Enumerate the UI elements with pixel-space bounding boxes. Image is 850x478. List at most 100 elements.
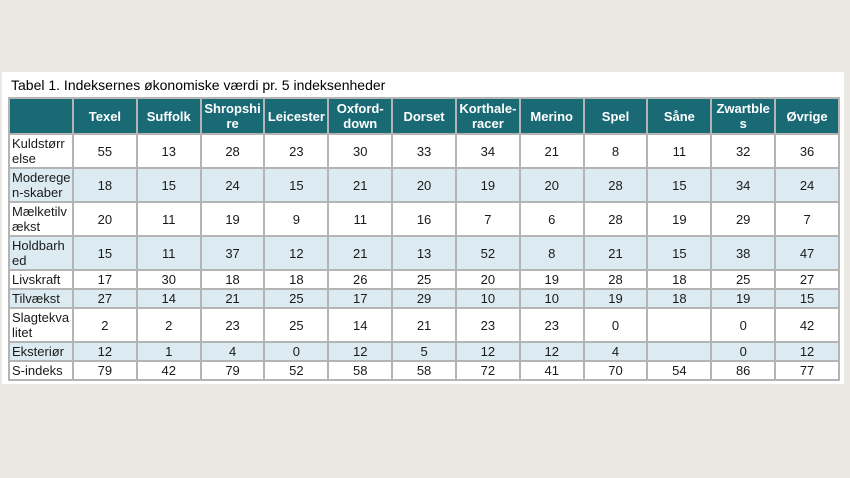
value-cell: 12 (518, 341, 585, 362)
row-label: Mælketilvækst (8, 201, 74, 237)
value-cell (646, 341, 713, 362)
value-cell: 12 (327, 341, 394, 362)
value-cell: 10 (454, 288, 521, 309)
value-cell: 19 (199, 201, 266, 237)
value-cell: 52 (263, 360, 330, 381)
value-cell: 4 (199, 341, 266, 362)
value-cell: 70 (582, 360, 649, 381)
value-cell (646, 307, 713, 343)
value-cell: 8 (518, 235, 585, 271)
value-cell: 19 (582, 288, 649, 309)
header-row: Texel Suffolk Shropshire Leicester Oxford-do… (8, 97, 840, 135)
value-cell: 14 (327, 307, 394, 343)
value-cell: 6 (518, 201, 585, 237)
value-cell: 30 (327, 133, 394, 169)
value-cell: 27 (72, 288, 138, 309)
table-row: Kuldstørrelse 55 13 28 23 30 33 34 21 8 11 32 36 (8, 133, 840, 169)
value-cell: 19 (518, 269, 585, 290)
value-cell: 0 (710, 341, 777, 362)
value-cell: 42 (774, 307, 840, 343)
value-cell: 26 (327, 269, 394, 290)
table-row: S-indeks 79 42 79 52 58 58 72 41 70 54 86 77 (8, 360, 840, 381)
value-cell: 19 (454, 167, 521, 203)
value-cell: 41 (518, 360, 585, 381)
value-cell: 54 (646, 360, 713, 381)
table-row: Moderegen-skaber 18 15 24 15 21 20 19 20 28 15 34 24 (8, 167, 840, 203)
value-cell: 72 (454, 360, 521, 381)
value-cell: 27 (774, 269, 840, 290)
value-cell: 24 (774, 167, 840, 203)
row-label: S-indeks (8, 360, 74, 381)
value-cell: 21 (327, 235, 394, 271)
table-row: Mælketilvækst 20 11 19 9 11 16 7 6 28 19 29 7 (8, 201, 840, 237)
column-header: Øvrige (774, 97, 840, 135)
value-cell: 30 (135, 269, 202, 290)
row-label: Holdbarhed (8, 235, 74, 271)
value-cell: 15 (72, 235, 138, 271)
value-cell: 13 (135, 133, 202, 169)
column-header: Korthale-racer (454, 97, 521, 135)
value-cell: 21 (327, 167, 394, 203)
column-header: Oxford-down (327, 97, 394, 135)
value-cell: 25 (710, 269, 777, 290)
value-cell: 20 (454, 269, 521, 290)
column-header: Zwartbles (710, 97, 777, 135)
value-cell: 28 (582, 167, 649, 203)
value-cell: 21 (518, 133, 585, 169)
row-label: Kuldstørrelse (8, 133, 74, 169)
value-cell: 12 (263, 235, 330, 271)
value-cell: 15 (263, 167, 330, 203)
value-cell: 28 (199, 133, 266, 169)
table-row: Tilvækst 27 14 21 25 17 29 10 10 19 18 19 15 (8, 288, 840, 309)
value-cell: 2 (72, 307, 138, 343)
table-panel: Tabel 1. Indeksernes økonomiske værdi pr… (2, 72, 844, 384)
value-cell: 17 (72, 269, 138, 290)
value-cell: 15 (135, 167, 202, 203)
value-cell: 11 (135, 201, 202, 237)
row-label: Livskraft (8, 269, 74, 290)
value-cell: 52 (454, 235, 521, 271)
value-cell: 33 (391, 133, 457, 169)
value-cell: 23 (454, 307, 521, 343)
value-cell: 86 (710, 360, 777, 381)
value-cell: 15 (646, 167, 713, 203)
column-header: Dorset (391, 97, 457, 135)
value-cell: 28 (582, 201, 649, 237)
value-cell: 23 (199, 307, 266, 343)
value-cell: 10 (518, 288, 585, 309)
value-cell: 79 (199, 360, 266, 381)
value-cell: 11 (327, 201, 394, 237)
value-cell: 12 (774, 341, 840, 362)
value-cell: 12 (72, 341, 138, 362)
value-cell: 19 (646, 201, 713, 237)
value-cell: 25 (263, 307, 330, 343)
value-cell: 58 (391, 360, 457, 381)
table-row: Holdbarhed 15 11 37 12 21 13 52 8 21 15 38 47 (8, 235, 840, 271)
table-row: Eksteriør 12 1 4 0 12 5 12 12 4 0 12 (8, 341, 840, 362)
value-cell: 32 (710, 133, 777, 169)
column-header: Leicester (263, 97, 330, 135)
value-cell: 20 (391, 167, 457, 203)
column-header: Merino (518, 97, 585, 135)
index-value-table: Texel Suffolk Shropshire Leicester Oxford-do… (8, 97, 840, 381)
value-cell: 0 (710, 307, 777, 343)
value-cell: 25 (263, 288, 330, 309)
value-cell: 9 (263, 201, 330, 237)
value-cell: 58 (327, 360, 394, 381)
value-cell: 12 (454, 341, 521, 362)
value-cell: 15 (646, 235, 713, 271)
value-cell: 38 (710, 235, 777, 271)
value-cell: 15 (774, 288, 840, 309)
row-label: Tilvækst (8, 288, 74, 309)
value-cell: 4 (582, 341, 649, 362)
value-cell: 8 (582, 133, 649, 169)
value-cell: 18 (72, 167, 138, 203)
column-header: Texel (72, 97, 138, 135)
table-body: Kuldstørrelse 55 13 28 23 30 33 34 21 8 11 32 36 Mode… (8, 133, 840, 381)
column-header: Spel (582, 97, 649, 135)
value-cell: 77 (774, 360, 840, 381)
value-cell: 21 (582, 235, 649, 271)
table-title: Tabel 1. Indeksernes økonomiske værdi pr… (11, 77, 386, 93)
value-cell: 29 (391, 288, 457, 309)
